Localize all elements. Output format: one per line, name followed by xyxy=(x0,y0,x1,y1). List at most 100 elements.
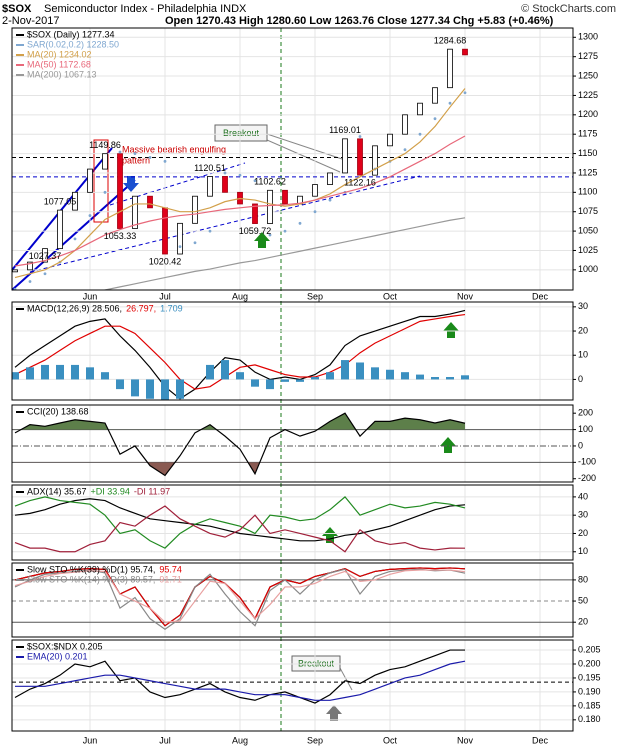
annotation-box xyxy=(214,124,268,142)
histogram-bar xyxy=(281,379,289,382)
series-line xyxy=(15,660,466,701)
y-tick-label: 20 xyxy=(578,325,588,335)
legend-label: CCI(20) 138.68 xyxy=(27,406,89,416)
annotation-box xyxy=(291,655,341,672)
sar-dot xyxy=(358,135,362,138)
legend-label: SAR(0.02,0.2) 1228.50 xyxy=(27,39,119,49)
down-arrow xyxy=(123,176,139,192)
series-line xyxy=(14,313,466,390)
histogram-bar xyxy=(131,379,139,397)
candle xyxy=(252,203,258,224)
y-tick-label: 1225 xyxy=(578,90,598,100)
legend-label: +DI 33.94 xyxy=(91,486,130,496)
value-label: 1020.42 xyxy=(149,256,182,266)
histogram-bar xyxy=(146,379,154,399)
series-line xyxy=(14,498,466,542)
y-tick-label: 1300 xyxy=(578,32,598,42)
x-tick-label: Sep xyxy=(307,291,323,301)
value-label: 1059.72 xyxy=(239,226,272,236)
sar-dot xyxy=(418,132,422,136)
legend-label: $SOX:$NDX 0.205 xyxy=(27,641,103,651)
callout-line xyxy=(266,133,346,161)
candle xyxy=(87,168,93,193)
series-line xyxy=(14,569,466,623)
y-tick-label: 10 xyxy=(578,350,588,360)
value-label: 1122.16 xyxy=(344,178,376,188)
up-arrow xyxy=(326,705,342,721)
candle xyxy=(27,261,33,271)
candle xyxy=(207,176,213,197)
candle xyxy=(192,195,198,224)
x-tick-label: Jul xyxy=(159,735,171,745)
legend-label: MA(20) 1234.02 xyxy=(27,49,92,59)
y-tick-label: 0 xyxy=(578,440,583,450)
sar-dot xyxy=(298,221,302,225)
legend-label: ADX(14) 35.67 xyxy=(27,486,87,496)
candle xyxy=(12,269,18,273)
copyright: © StockCharts.com xyxy=(521,3,616,15)
x-tick-label: Oct xyxy=(383,291,398,301)
panel-frame xyxy=(11,27,574,291)
y-tick-label: 0.195 xyxy=(578,672,601,682)
value-label: 1027.37 xyxy=(29,251,62,261)
sar-dot xyxy=(463,91,467,95)
quote: Open 1270.43 High 1280.60 Low 1263.76 Cl… xyxy=(165,15,554,27)
sar-dot xyxy=(238,173,242,177)
date: 2-Nov-2017 xyxy=(2,15,59,27)
sar-dot xyxy=(268,233,272,237)
histogram-bar xyxy=(26,367,34,380)
annotation: Massive bearish engulfing xyxy=(122,144,226,154)
histogram-bar xyxy=(251,379,259,387)
histogram-bar xyxy=(341,360,349,380)
histogram-bar xyxy=(161,379,169,400)
y-tick-label: -200 xyxy=(578,473,596,483)
sar-dot xyxy=(178,245,182,248)
x-tick-label: Nov xyxy=(457,735,474,745)
candle xyxy=(102,153,108,170)
panel-plot xyxy=(12,563,573,637)
series-line xyxy=(14,649,465,704)
legend-label: 1.709 xyxy=(160,303,183,313)
sar-dot xyxy=(328,198,332,202)
y-tick-label: 40 xyxy=(578,491,588,501)
sar-dot xyxy=(193,241,197,245)
candle xyxy=(162,207,168,255)
y-tick-label: 100 xyxy=(578,424,593,434)
candle xyxy=(147,195,153,209)
histogram-bar xyxy=(446,377,454,380)
candle xyxy=(342,138,348,174)
histogram-bar xyxy=(236,372,244,380)
x-tick-label: Aug xyxy=(232,735,248,745)
candle xyxy=(267,189,273,224)
y-tick-label: 0.205 xyxy=(578,644,601,654)
histogram-bar xyxy=(86,367,94,380)
candle xyxy=(387,133,393,147)
sar-dot xyxy=(283,229,287,233)
legend-label: Slow STO %K(14) %D(3) 89.57, xyxy=(27,574,155,584)
sar-dot xyxy=(223,171,227,175)
panel-frame xyxy=(11,301,574,401)
sar-dot xyxy=(103,190,107,194)
callout-line xyxy=(339,667,353,691)
sar-dot xyxy=(88,214,92,217)
candle xyxy=(177,222,183,255)
legend-label: MA(50) 1172.68 xyxy=(27,59,91,69)
value-label: 1169.01 xyxy=(329,125,361,135)
legend-label: $SOX (Daily) 1277.34 xyxy=(27,29,115,39)
legend-label: 26.797, xyxy=(126,303,156,313)
x-tick-label: Jun xyxy=(83,291,98,301)
panel-plot xyxy=(12,405,573,482)
histogram-bar xyxy=(416,374,424,380)
sar-dot xyxy=(163,159,167,163)
histogram-bar xyxy=(371,367,379,380)
x-tick-label: Dec xyxy=(532,735,549,745)
value-label: 1149.86 xyxy=(89,140,121,150)
histogram-bar xyxy=(116,379,124,390)
y-tick-label: 30 xyxy=(578,301,588,311)
engulfing-box xyxy=(93,139,109,223)
legend-label: 95.74 xyxy=(159,564,182,574)
histogram-bar xyxy=(206,364,214,380)
y-tick-label: 1125 xyxy=(578,167,597,177)
channel-line xyxy=(29,175,421,273)
